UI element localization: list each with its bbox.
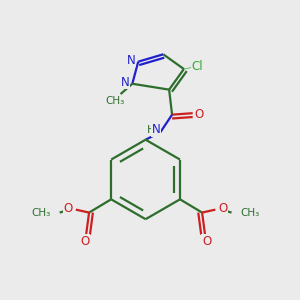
Text: O: O [194,108,204,121]
Text: Cl: Cl [191,60,203,73]
Text: CH₃: CH₃ [105,96,124,106]
Text: H: H [147,125,155,135]
Text: CH₃: CH₃ [32,208,51,218]
Text: O: O [80,235,89,248]
Text: CH₃: CH₃ [240,208,260,218]
Text: O: O [218,202,227,215]
Text: O: O [64,202,73,215]
Text: N: N [121,76,129,89]
Text: N: N [152,124,161,136]
Text: O: O [202,235,211,248]
Text: N: N [127,54,135,67]
